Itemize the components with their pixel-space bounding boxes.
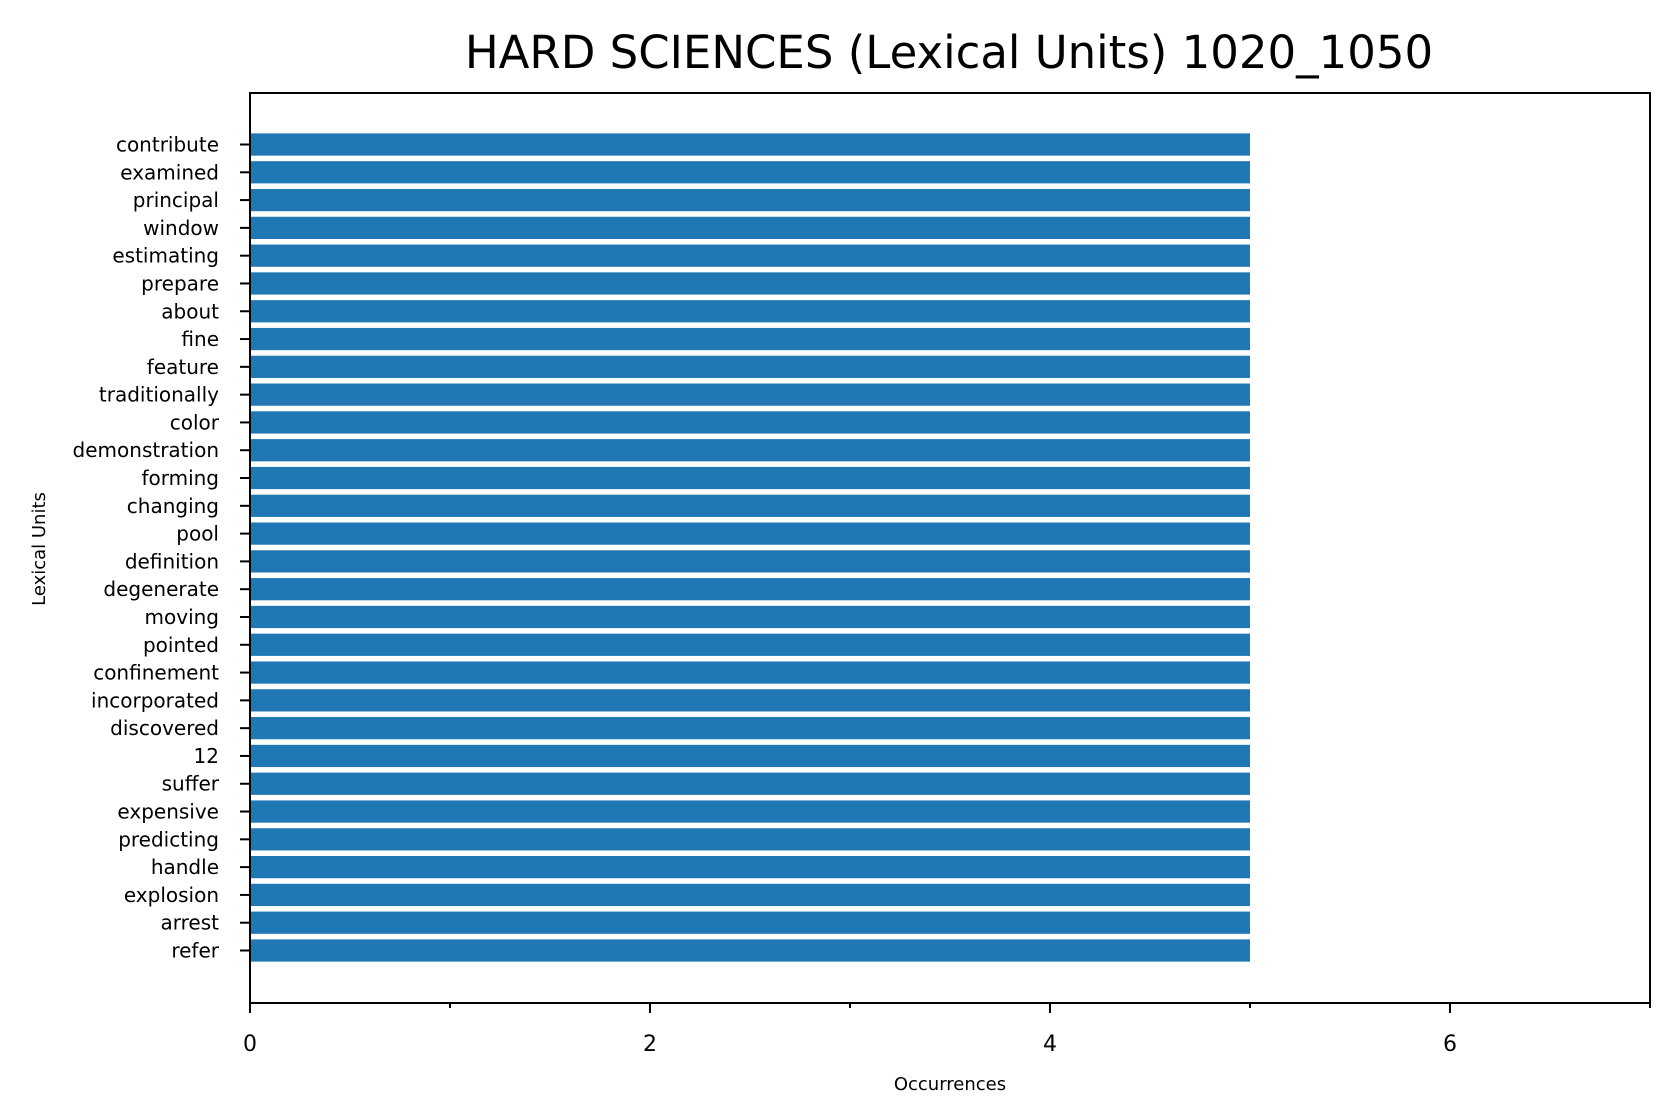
y-tick-label: definition — [125, 549, 219, 573]
x-axis-label: Occurrences — [894, 1074, 1006, 1095]
bar-prepare — [250, 272, 1250, 295]
bar-predicting — [250, 828, 1250, 851]
bar-contribute — [250, 133, 1250, 156]
bar-forming — [250, 466, 1250, 490]
bar-about — [250, 300, 1250, 323]
y-tick-label: examined — [120, 160, 219, 184]
y-tick-label: pool — [176, 522, 219, 546]
y-tick-label: suffer — [162, 772, 220, 796]
x-axis: 0 2 4 6 — [243, 1003, 1651, 1057]
bar-incorporated — [250, 689, 1250, 712]
bars-group — [250, 133, 1250, 962]
x-tick-label: 2 — [643, 1032, 657, 1057]
y-tick-label: moving — [145, 605, 219, 629]
bar-demonstration — [250, 439, 1250, 462]
bar-explosion — [250, 883, 1250, 907]
bar-traditionally — [250, 383, 1250, 406]
y-axis: contribute examined principal window estimat… — [73, 133, 250, 963]
y-tick-label: explosion — [124, 883, 219, 907]
y-tick-label: incorporated — [91, 688, 219, 712]
bar-color — [250, 411, 1250, 434]
bar-arrest — [250, 911, 1250, 934]
y-tick-label: 12 — [194, 744, 219, 768]
y-tick-label: expensive — [117, 800, 219, 824]
y-tick-label: window — [143, 216, 219, 240]
y-tick-label: prepare — [141, 271, 219, 295]
bar-estimating — [250, 244, 1250, 267]
y-tick-label: confinement — [93, 661, 219, 685]
bar-definition — [250, 550, 1250, 573]
chart-title: HARD SCIENCES (Lexical Units) 1020_1050 — [465, 26, 1433, 79]
y-tick-label: color — [170, 410, 220, 434]
y-tick-label: traditionally — [99, 383, 219, 407]
y-tick-label: demonstration — [73, 438, 219, 462]
y-tick-label: forming — [141, 466, 219, 490]
bar-pointed — [250, 633, 1250, 656]
plot-frame — [249, 92, 1651, 1004]
y-tick-label: refer — [171, 939, 219, 963]
bar-discovered — [250, 717, 1250, 740]
y-tick-label: degenerate — [103, 577, 219, 601]
y-tick-label: about — [161, 299, 219, 323]
y-tick-label: principal — [133, 188, 219, 212]
y-tick-label: estimating — [112, 244, 219, 268]
y-tick-label: contribute — [116, 133, 219, 157]
y-tick-label: handle — [151, 855, 219, 879]
y-tick-label: feature — [147, 355, 219, 379]
y-tick-label: predicting — [118, 827, 219, 851]
y-tick-label: fine — [181, 327, 219, 351]
bar-changing — [250, 494, 1250, 517]
x-tick-label: 0 — [243, 1032, 257, 1057]
bar-12 — [250, 744, 1250, 768]
bar-suffer — [250, 772, 1250, 795]
bar-confinement — [250, 661, 1250, 684]
bar-expensive — [250, 800, 1250, 823]
bar-moving — [250, 605, 1250, 629]
bar-examined — [250, 161, 1250, 184]
bar-degenerate — [250, 578, 1250, 601]
bar-principal — [250, 188, 1250, 212]
bar-pool — [250, 522, 1250, 545]
y-tick-label: discovered — [110, 716, 219, 740]
bar-window — [250, 216, 1250, 239]
y-tick-label: pointed — [143, 633, 219, 657]
y-axis-label: Lexical Units — [29, 492, 50, 606]
bar-handle — [250, 856, 1250, 879]
bar-fine — [250, 327, 1250, 351]
y-tick-label: arrest — [161, 911, 220, 935]
bar-feature — [250, 355, 1250, 378]
x-tick-label: 4 — [1043, 1032, 1057, 1057]
x-tick-label: 6 — [1443, 1032, 1457, 1057]
bar-refer — [250, 939, 1250, 962]
y-tick-label: changing — [127, 494, 219, 518]
